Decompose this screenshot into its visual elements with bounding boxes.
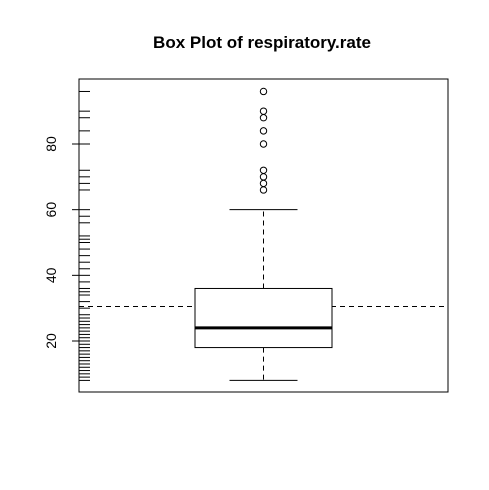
outlier-point-6 [259, 114, 268, 122]
outlier-point-5 [259, 127, 268, 135]
outliers-group [259, 87, 268, 194]
y-tick-label-40: 40 [43, 267, 59, 283]
box-group [194, 209, 333, 381]
y-tick-label-20: 20 [43, 333, 59, 349]
outlier-point-8 [259, 87, 268, 96]
iqr-box [194, 287, 333, 349]
outlier-point-4 [259, 140, 268, 148]
chart-title: Box Plot of respiratory.rate [153, 33, 371, 52]
outlier-point-3 [259, 166, 268, 174]
outlier-point-2 [259, 173, 268, 181]
outlier-point-7 [259, 107, 268, 115]
outlier-point-1 [259, 179, 268, 188]
y-axis: 20 40 60 80 [43, 136, 79, 349]
y-tick-label-60: 60 [43, 202, 59, 218]
rug-ticks [79, 90, 90, 381]
outlier-point-0 [259, 186, 268, 194]
y-tick-label-80: 80 [43, 136, 59, 152]
